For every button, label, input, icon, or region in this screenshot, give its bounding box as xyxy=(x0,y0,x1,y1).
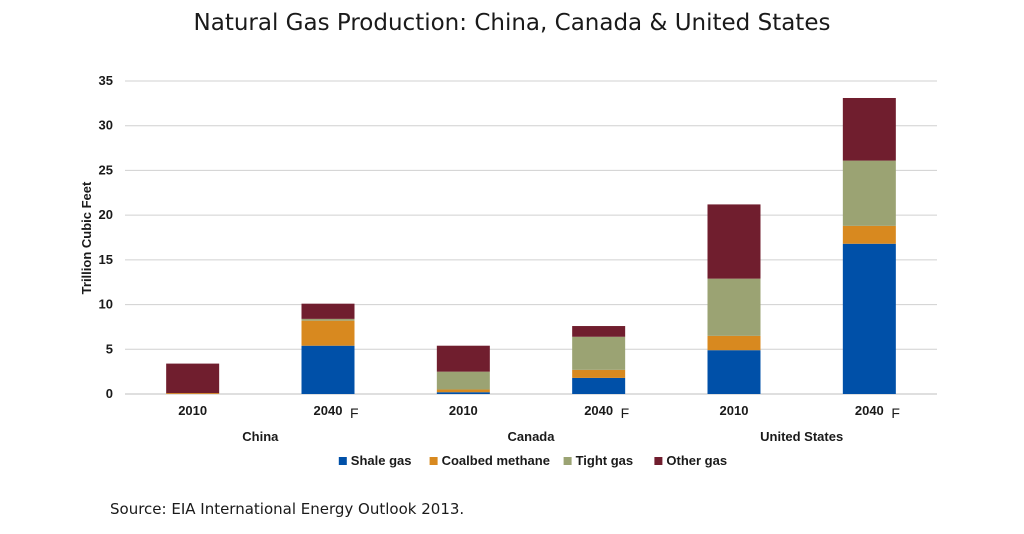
legend-swatch xyxy=(429,457,438,465)
bar-segment xyxy=(707,204,761,279)
bar-segment xyxy=(166,393,220,394)
chart-title: Natural Gas Production: China, Canada & … xyxy=(193,10,831,36)
bar-segment xyxy=(572,326,626,337)
legend-swatch xyxy=(654,457,663,465)
x-tick-label: 2010 xyxy=(178,403,207,418)
x-tick-label: 2010 xyxy=(720,403,749,418)
bar-segment xyxy=(301,320,355,346)
bar-segment xyxy=(842,225,896,244)
legend-label: Coalbed methane xyxy=(442,453,550,468)
bar-segment xyxy=(707,278,761,336)
y-tick-label: 30 xyxy=(99,118,113,133)
bar-segment xyxy=(572,369,626,378)
x-tick-label: 2010 xyxy=(449,403,478,418)
x-tick-label: 2040 xyxy=(855,403,884,418)
y-tick-label: 10 xyxy=(99,297,113,312)
bar-segment xyxy=(707,350,761,394)
legend-label: Tight gas xyxy=(576,453,634,468)
y-tick-label: 35 xyxy=(99,73,113,88)
forecast-mark: F xyxy=(621,405,630,421)
bar-segment xyxy=(842,160,896,226)
legend-label: Other gas xyxy=(666,453,727,468)
forecast-mark: F xyxy=(350,405,359,421)
bar-segment xyxy=(572,336,626,370)
group-label: Canada xyxy=(508,429,556,444)
y-tick-label: 0 xyxy=(106,386,113,401)
y-tick-label: 5 xyxy=(106,341,113,356)
source-note: Source: EIA International Energy Outlook… xyxy=(110,500,465,518)
bar-segment xyxy=(301,318,355,321)
y-axis-title: Trillion Cubic Feet xyxy=(79,181,94,294)
bar-segment xyxy=(436,392,490,394)
legend-swatch xyxy=(563,457,572,465)
y-tick-label: 20 xyxy=(99,207,113,222)
bar-segment xyxy=(166,363,220,394)
bar-segment xyxy=(436,371,490,390)
y-tick-label: 15 xyxy=(99,252,113,267)
x-tick-label: 2040 xyxy=(584,403,613,418)
bar-segment xyxy=(301,303,355,319)
group-label: United States xyxy=(760,429,843,444)
group-label: China xyxy=(242,429,279,444)
legend-swatch xyxy=(338,457,347,465)
forecast-mark: F xyxy=(891,405,900,421)
bar-segment xyxy=(707,335,761,351)
bar-segment xyxy=(572,377,626,394)
x-tick-label: 2040 xyxy=(314,403,343,418)
bar-segment xyxy=(842,243,896,394)
bar-segment xyxy=(436,389,490,393)
y-tick-label: 25 xyxy=(99,162,113,177)
bar-segment xyxy=(842,97,896,161)
bar-segment xyxy=(436,345,490,372)
legend-label: Shale gas xyxy=(351,453,412,468)
bar-segment xyxy=(301,345,355,394)
